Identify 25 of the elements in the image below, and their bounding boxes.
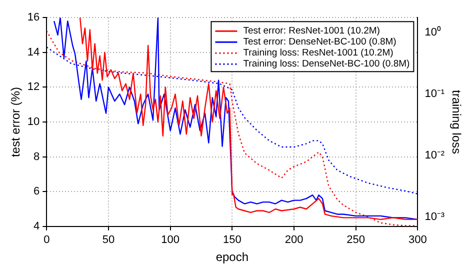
x-axis-title: epoch	[216, 250, 249, 264]
x-tick-label: 300	[408, 234, 427, 246]
legend-label: Test error: ResNet-1001 (10.2M)	[243, 26, 380, 37]
y2-axis-title: training loss	[449, 90, 464, 154]
legend-label: Training loss: ResNet-1001 (10.2M)	[243, 48, 394, 59]
y-tick-label: 16	[27, 12, 40, 24]
y-tick-label: 14	[27, 46, 40, 58]
y-tick-label: 6	[34, 186, 40, 198]
legend-label: Test error: DenseNet-BC-100 (0.8M)	[243, 36, 396, 48]
y2-tick-label: 10⁻¹	[424, 88, 445, 100]
x-tick-label: 150	[222, 234, 242, 246]
x-tick-label: 0	[44, 234, 50, 246]
y2-tick-label: 10⁻³	[424, 210, 445, 223]
legend-label: Training loss: DenseNet-BC-100 (0.8M)	[243, 58, 410, 70]
y-tick-label: 10	[27, 116, 40, 128]
x-tick-label: 200	[284, 234, 304, 246]
y-axis-title: test error (%)	[8, 86, 23, 158]
y2-tick-label: 10⁰	[424, 25, 441, 38]
y-tick-label: 4	[34, 220, 40, 232]
x-tick-label: 250	[346, 234, 366, 246]
y2-tick-label: 10⁻²	[424, 149, 445, 162]
x-tick-label: 100	[161, 234, 180, 246]
x-tick-label: 50	[102, 234, 115, 246]
y-tick-label: 8	[34, 150, 40, 163]
y-tick-label: 12	[27, 81, 40, 94]
